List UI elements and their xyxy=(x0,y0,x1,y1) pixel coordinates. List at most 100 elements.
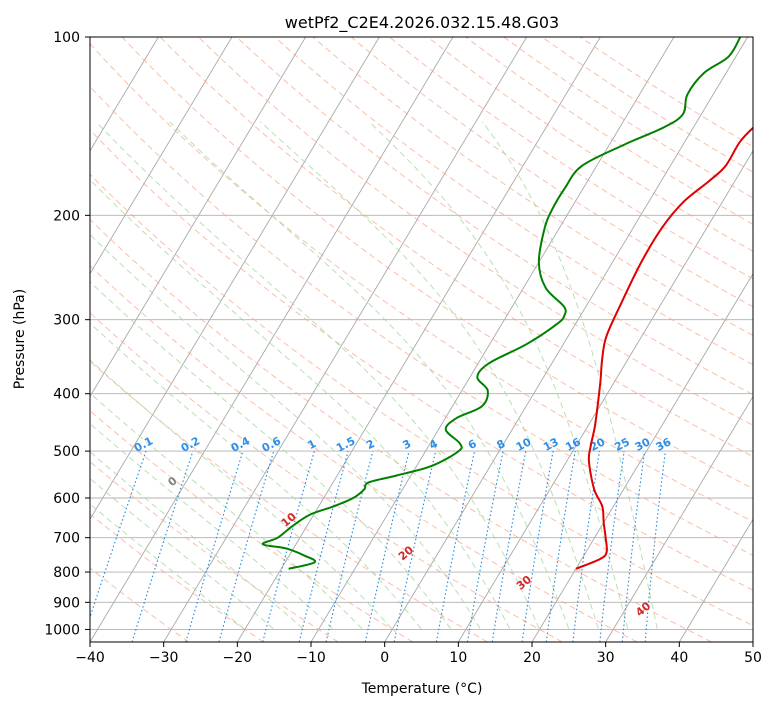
dry-adiabat-label: 10 xyxy=(279,510,299,530)
mixing-ratio-line xyxy=(298,450,349,642)
isotherm-line xyxy=(531,272,753,642)
mixing-ratio-label: 0.2 xyxy=(179,434,202,455)
axis-ticks: −40 −30 −20 −10 0 10 20 30 40 5010020030040050060… xyxy=(44,30,762,666)
x-tick-label: 50 xyxy=(744,650,762,666)
y-tick-label: 100 xyxy=(53,30,80,46)
y-tick-label: 600 xyxy=(53,491,80,507)
dry-adiabat-line xyxy=(198,37,753,426)
moist-adiabat-line xyxy=(90,322,422,629)
dry-adiabat-line xyxy=(90,567,190,642)
dry-adiabat-line xyxy=(90,312,563,642)
profile-lines xyxy=(261,37,753,570)
dry-adiabat-label: 20 xyxy=(396,543,416,563)
mixing-ratio-label: 1.5 xyxy=(334,434,357,455)
dewpoint-line xyxy=(261,37,742,570)
x-tick-label: −30 xyxy=(149,650,179,666)
moist-adiabat-line xyxy=(260,121,599,629)
temperature-line xyxy=(575,126,753,570)
mixing-ratio-label: 36 xyxy=(654,435,674,454)
mixing-ratio-line xyxy=(572,451,601,642)
dry-adiabat-line xyxy=(90,85,753,556)
isotherm-line xyxy=(90,37,454,642)
dry-adiabat-line xyxy=(388,37,753,280)
mixing-ratio-line xyxy=(131,450,194,642)
moist-adiabat-line xyxy=(90,477,274,630)
dry-adiabat-label: 30 xyxy=(514,573,534,593)
isotherm-line xyxy=(90,37,159,152)
dry-adiabat-line xyxy=(541,37,753,173)
isotherm-line xyxy=(236,37,601,642)
moist-adiabat-line xyxy=(90,451,304,630)
mixing-ratio-label: 16 xyxy=(563,435,583,454)
mixing-ratio-label: 30 xyxy=(633,435,653,454)
x-tick-label: 20 xyxy=(523,650,541,666)
plot-frame xyxy=(89,36,754,643)
x-tick-label: −40 xyxy=(75,650,105,666)
x-tick-label: 10 xyxy=(449,650,467,666)
y-tick-label: 400 xyxy=(53,387,80,403)
isotherm-line xyxy=(90,37,307,398)
mixing-ratio-label: 1 xyxy=(306,437,319,452)
mixing-ratio-label: 10 xyxy=(514,435,534,454)
x-tick-label: −20 xyxy=(223,650,253,666)
y-axis-label: Pressure (hPa) xyxy=(12,289,28,389)
mixing-ratio-label: 4 xyxy=(427,437,440,452)
dry-adiabat-line xyxy=(427,37,753,252)
dry-adiabat-line xyxy=(274,37,753,366)
chart-title: wetPf2_C2E4.2026.032.15.48.G03 xyxy=(285,13,559,33)
y-tick-label: 900 xyxy=(53,595,80,611)
mixing-ratio-line xyxy=(185,450,244,642)
mixing-ratio-label: 0.1 xyxy=(132,434,155,455)
dry-adiabat-line xyxy=(465,37,753,225)
x-tick-label: 30 xyxy=(597,650,615,666)
moist-adiabat-line xyxy=(90,503,245,630)
moist-adiabat-line xyxy=(368,121,629,629)
dry-adiabat-line xyxy=(90,43,753,523)
dry-adiabat-line xyxy=(90,410,414,642)
mixing-ratio-line xyxy=(545,451,576,642)
mixing-ratio-label: 25 xyxy=(612,435,632,454)
mixing-ratio-label: 0.6 xyxy=(260,434,284,455)
moist-adiabat-line xyxy=(90,392,363,630)
dry-adiabat-line xyxy=(350,37,753,308)
moist-adiabat-line xyxy=(95,121,540,629)
mixing-ratio-line xyxy=(521,451,554,642)
dry-adiabat-label: 0 xyxy=(165,474,179,489)
isotherm-line xyxy=(90,37,380,521)
mixing-ratio-line xyxy=(621,451,646,642)
x-axis-label: Temperature (°C) xyxy=(361,681,483,697)
moist-adiabat-line xyxy=(169,121,570,629)
dry-adiabat-line xyxy=(90,360,488,642)
dry-adiabat-line xyxy=(312,37,753,337)
dry-adiabat-line xyxy=(90,513,264,642)
mixing-ratio-line xyxy=(218,450,275,642)
isotherm-line xyxy=(678,518,753,642)
dry-adiabat-line xyxy=(236,37,753,396)
mixing-ratio-line xyxy=(599,451,625,642)
mixing-ratio-label: 6 xyxy=(466,437,479,452)
dry-adiabat-line xyxy=(90,173,753,627)
line-labels: 0.10.20.40.611.52346810131620253036-100-… xyxy=(132,434,674,619)
dry-adiabat-line xyxy=(90,218,712,642)
dry-adiabat-line xyxy=(90,461,339,642)
x-tick-label: 0 xyxy=(380,650,389,666)
isotherm-line xyxy=(90,37,233,275)
moist-adiabat-line xyxy=(481,121,658,629)
mixing-ratio-line xyxy=(393,450,437,642)
mixing-ratio-label: 13 xyxy=(541,435,561,454)
mixing-ratio-label: 8 xyxy=(495,437,508,452)
mixing-ratio-line xyxy=(325,450,374,642)
isotherm-line xyxy=(605,395,753,642)
mixing-ratio-line xyxy=(262,450,315,642)
y-tick-label: 700 xyxy=(53,531,80,547)
mixing-ratio-label: 3 xyxy=(400,437,413,452)
isotherm-line xyxy=(163,37,528,642)
moist-adiabat-line xyxy=(90,281,452,629)
y-tick-label: 500 xyxy=(53,444,80,460)
moist-adiabat-line xyxy=(90,359,392,630)
isotherm-line xyxy=(310,37,675,642)
isotherm-line xyxy=(457,150,753,642)
y-tick-label: 1000 xyxy=(44,622,80,638)
mixing-ratio-line xyxy=(644,451,666,642)
